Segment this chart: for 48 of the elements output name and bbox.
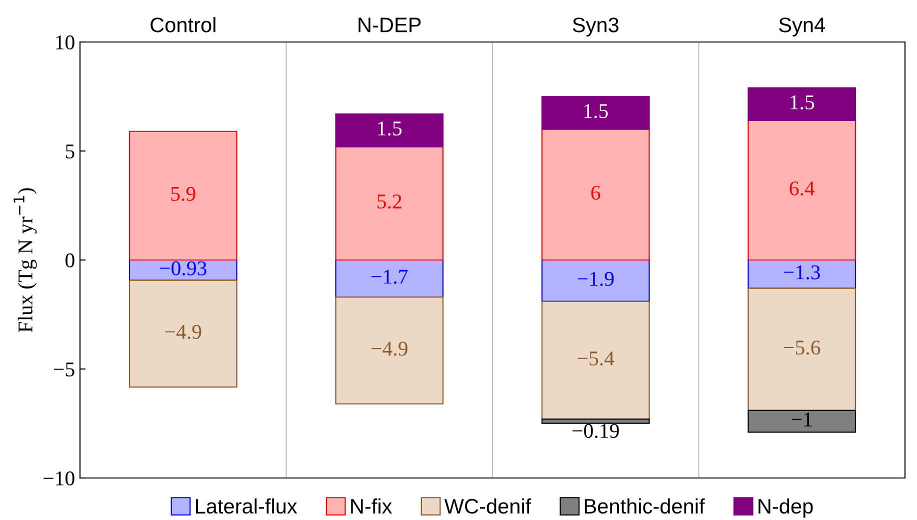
data-label: −0.19: [572, 424, 619, 438]
legend-label: WC-denif: [444, 498, 532, 514]
legend-label: Lateral-flux: [196, 498, 298, 514]
legend-label: N-dep: [758, 498, 813, 518]
bar: [335, 259, 444, 298]
data-label: 1.5: [790, 95, 814, 110]
bar: [128, 130, 238, 261]
data-label: 5.2: [378, 194, 402, 209]
y-tick-label: 0: [66, 253, 74, 268]
y-tick-label: −5: [54, 362, 74, 376]
legend-label: Benthic-denif: [584, 498, 705, 514]
data-label: −5.6: [784, 340, 820, 355]
y-axis-title: Flux (Tg N yr$^{−1}$): [14, 188, 37, 332]
bar: [541, 418, 650, 424]
data-label: −0.93: [160, 261, 206, 276]
bar: [335, 296, 444, 404]
bar: [748, 120, 856, 261]
bar: [335, 146, 444, 261]
data-label: −5.4: [578, 352, 614, 366]
data-label: −1.3: [784, 265, 820, 280]
bar: [128, 280, 238, 388]
data-label: −1: [792, 412, 812, 426]
x-tick-label: Syn3: [572, 18, 618, 36]
data-label: 1.5: [378, 122, 402, 136]
data-label: 6.4: [790, 181, 815, 196]
y-tick-label: 5: [66, 144, 74, 158]
bar: [541, 128, 650, 261]
bar: [541, 300, 650, 420]
legend-label: N-fix: [351, 498, 392, 514]
data-label: −1.7: [372, 270, 408, 284]
bar: [541, 259, 650, 302]
bar: [335, 113, 444, 148]
bar: [541, 96, 650, 130]
y-tick-label: 10: [56, 35, 74, 50]
bar: [748, 259, 856, 289]
data-label: 5.9: [171, 186, 196, 201]
y-tick-label: −10: [44, 471, 74, 486]
bar: [748, 87, 856, 122]
bar: [748, 410, 856, 433]
data-label: 1.5: [584, 104, 608, 118]
data-label: −1.9: [578, 272, 614, 286]
data-label: −4.9: [165, 324, 202, 339]
data-label: −4.9: [372, 342, 408, 356]
x-tick-label: Syn4: [779, 18, 826, 36]
bar: [748, 288, 856, 411]
x-tick-label: Control: [150, 17, 216, 32]
data-label: 6: [591, 186, 600, 200]
x-tick-label: N-DEP: [358, 18, 421, 32]
